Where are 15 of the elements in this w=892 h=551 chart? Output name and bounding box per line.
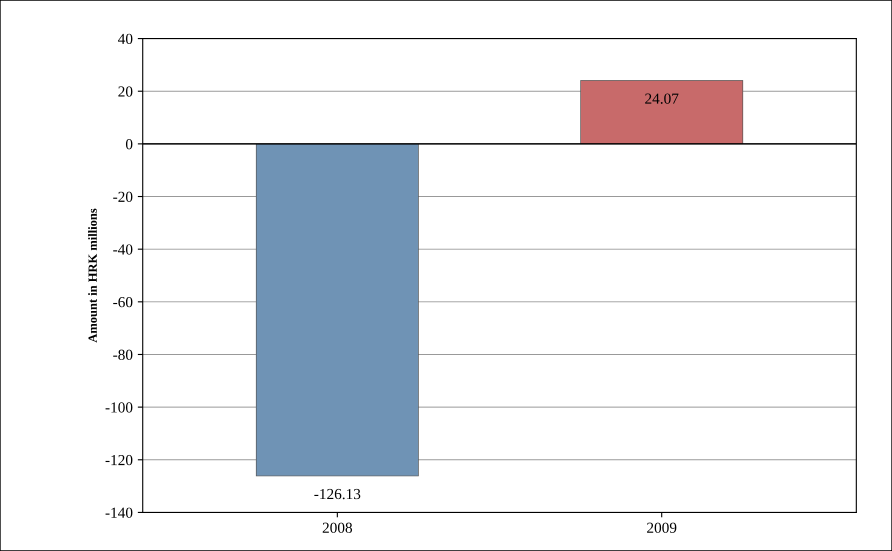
y-tick-label: -20	[113, 192, 132, 202]
y-tick-label: 0	[126, 139, 132, 150]
x-tick-label: 2008	[322, 522, 352, 533]
data-label: -126.13	[314, 488, 360, 500]
data-label: 24.07	[645, 93, 678, 104]
y-tick-label: 40	[118, 34, 132, 44]
x-tick-label: 2009	[647, 522, 676, 533]
y-tick-label: 20	[118, 86, 132, 97]
y-tick-label: -120	[106, 454, 132, 466]
y-tick-label: -100	[106, 402, 132, 413]
y-tick-label: -60	[113, 296, 132, 308]
y-axis-title: Amount in HRK millions	[88, 208, 97, 343]
y-tick-label: -40	[113, 244, 132, 255]
y-tick-label: -140	[106, 508, 132, 518]
y-tick-label: -80	[113, 350, 132, 360]
